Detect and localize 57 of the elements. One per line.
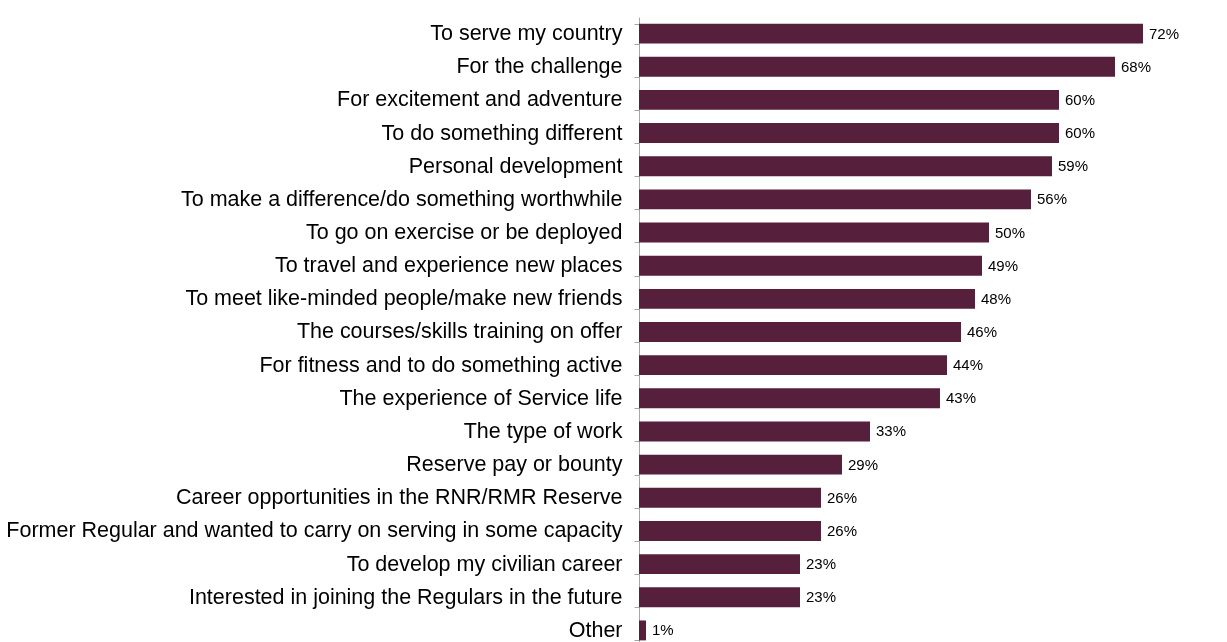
bar: [639, 388, 940, 409]
y-tick-label: The courses/skills training on offer: [296, 319, 623, 344]
data-label: 33%: [876, 422, 906, 440]
y-tick-label: To go on exercise or be deployed: [305, 220, 623, 245]
y-tick-label: The experience of Service life: [339, 385, 623, 410]
y-tick-label: To meet like-minded people/make new friends: [185, 286, 623, 311]
y-tick-label: Reserve pay or bounty: [406, 452, 623, 477]
y-tick-label: For excitement and adventure: [337, 87, 623, 112]
bar: [639, 123, 1059, 143]
data-label: 29%: [848, 455, 878, 473]
y-tick-label: Personal development: [408, 153, 623, 178]
y-tick-label: To make a difference/do something worthwhile: [181, 186, 623, 211]
y-tick-label: For the challenge: [456, 54, 623, 79]
bar: [639, 487, 821, 508]
bar: [639, 89, 1059, 110]
data-label: 60%: [1064, 124, 1095, 142]
bar: [639, 189, 1031, 210]
y-tick-label: Interested in joining the Regulars in the future: [188, 584, 623, 609]
bar: [639, 288, 975, 309]
data-label: 72%: [1148, 24, 1179, 42]
bar: [639, 56, 1115, 77]
bar: [639, 587, 800, 608]
bar: [639, 156, 1052, 177]
y-tick-label: Former Regular and wanted to carry on serving in some capacity: [6, 518, 623, 543]
y-tick-label: To serve my country: [430, 21, 623, 46]
data-label: 26%: [827, 521, 857, 539]
bar: [639, 23, 1143, 44]
bar: [639, 255, 982, 276]
y-tick-label: To develop my civilian career: [346, 551, 623, 576]
data-label: 44%: [952, 356, 983, 374]
data-label: 23%: [806, 588, 836, 606]
bar: [639, 620, 646, 641]
bar: [639, 222, 989, 243]
data-label: 1%: [652, 621, 674, 639]
data-label: 23%: [806, 555, 836, 573]
y-tick-label: The type of work: [463, 418, 623, 443]
bar: [639, 421, 870, 442]
data-label: 60%: [1064, 90, 1095, 108]
bar: [639, 322, 961, 342]
data-label: 59%: [1057, 157, 1088, 175]
data-label: 50%: [994, 223, 1025, 241]
data-label: 26%: [827, 488, 857, 506]
y-tick-label: Other: [568, 617, 623, 642]
bar: [639, 521, 821, 541]
data-label: 48%: [980, 289, 1011, 307]
y-tick-label: To travel and experience new places: [274, 253, 623, 278]
bar: [639, 454, 842, 475]
y-tick-label: Career opportunities in the RNR/RMR Reserve: [175, 485, 623, 510]
data-label: 56%: [1036, 190, 1067, 208]
data-label: 46%: [966, 323, 997, 340]
bar: [639, 554, 800, 575]
y-tick-label: For fitness and to do something active: [259, 352, 623, 377]
data-label: 49%: [987, 256, 1018, 274]
y-tick-label: To do something different: [381, 120, 623, 145]
bar: [639, 355, 947, 376]
data-label: 68%: [1120, 57, 1151, 75]
data-label: 43%: [945, 389, 976, 407]
